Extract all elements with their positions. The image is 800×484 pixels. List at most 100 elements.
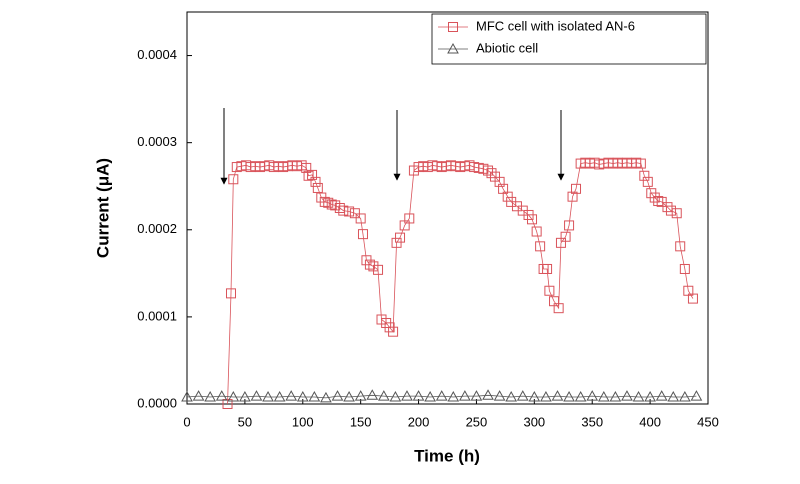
- data-point: [679, 263, 690, 274]
- data-point: [567, 191, 578, 202]
- data-point: [563, 391, 575, 402]
- series-line: [186, 394, 697, 399]
- data-point: [296, 391, 309, 402]
- data-point: [542, 263, 553, 274]
- data-point: [671, 208, 682, 219]
- data-point: [308, 391, 321, 402]
- data-point: [424, 391, 436, 402]
- data-point: [609, 391, 622, 402]
- data-point: [227, 391, 240, 402]
- data-point: [482, 389, 494, 400]
- data-point: [412, 390, 425, 401]
- data-point: [377, 390, 390, 401]
- data-point: [312, 182, 323, 193]
- data-point: [354, 390, 367, 401]
- data-point: [344, 206, 355, 217]
- x-tick-label: 50: [238, 414, 252, 429]
- data-point: [307, 169, 318, 180]
- data-point: [586, 390, 599, 401]
- x-tick-label: 400: [639, 414, 661, 429]
- data-point: [262, 391, 274, 402]
- data-point: [239, 391, 251, 402]
- data-point: [204, 391, 217, 402]
- data-point: [560, 231, 571, 242]
- data-point: [678, 391, 691, 402]
- data-point: [319, 196, 330, 207]
- data-point: [181, 391, 193, 402]
- data-point: [531, 226, 542, 237]
- data-point: [540, 391, 552, 402]
- x-tick-label: 300: [523, 414, 545, 429]
- data-point: [544, 285, 555, 296]
- x-tick-label: 250: [466, 414, 488, 429]
- data-point: [571, 183, 582, 194]
- data-point: [273, 391, 286, 402]
- data-point: [553, 303, 564, 314]
- data-point: [366, 389, 379, 400]
- data-point: [435, 390, 448, 401]
- data-point: [667, 391, 680, 402]
- data-point: [597, 391, 610, 402]
- data-point: [493, 390, 506, 401]
- data-point: [349, 208, 360, 219]
- data-point: [687, 293, 698, 304]
- x-tick-label: 200: [408, 414, 430, 429]
- y-tick-label: 0.0000: [137, 395, 177, 410]
- data-point: [574, 391, 587, 402]
- y-tick-label: 0.0001: [137, 308, 177, 323]
- x-tick-label: 350: [581, 414, 603, 429]
- y-tick-label: 0.0002: [137, 221, 177, 236]
- data-point: [564, 220, 575, 231]
- data-point: [483, 165, 494, 176]
- data-point: [690, 390, 703, 401]
- data-point: [310, 176, 321, 187]
- data-point: [326, 199, 337, 210]
- data-point: [656, 196, 667, 207]
- data-point: [459, 390, 471, 401]
- data-point: [635, 158, 646, 169]
- legend-box: [431, 13, 707, 65]
- y-tick-label: 0.0004: [137, 47, 177, 62]
- data-point: [644, 391, 656, 402]
- data-point: [222, 399, 233, 409]
- data-point: [516, 390, 529, 401]
- data-point: [404, 213, 415, 224]
- data-point: [642, 176, 653, 187]
- data-point: [551, 390, 564, 401]
- data-point: [655, 390, 668, 401]
- data-point: [639, 170, 650, 181]
- data-point: [535, 241, 546, 252]
- data-point: [653, 196, 664, 207]
- x-tick-label: 150: [350, 414, 372, 429]
- data-point: [373, 264, 384, 275]
- y-tick-label: 0.0003: [137, 134, 177, 149]
- data-point: [505, 391, 518, 402]
- data-point: [388, 326, 399, 337]
- legend-label: MFC cell with isolated AN-6: [476, 18, 635, 33]
- data-point: [632, 391, 645, 402]
- data-point: [621, 390, 633, 401]
- data-point: [338, 205, 349, 216]
- data-point: [486, 168, 497, 179]
- data-point: [192, 390, 205, 401]
- x-tick-label: 450: [697, 414, 719, 429]
- data-point: [364, 259, 375, 270]
- data-point: [357, 229, 368, 240]
- legend-label: Abiotic cell: [476, 40, 538, 55]
- data-point: [391, 237, 402, 248]
- data-point: [355, 213, 366, 224]
- data-point: [225, 288, 236, 299]
- data-point: [343, 391, 355, 402]
- data-point: [301, 162, 312, 173]
- plot-frame: [186, 11, 709, 405]
- data-point: [447, 391, 460, 402]
- data-point: [395, 232, 406, 243]
- series-line: [227, 162, 694, 405]
- data-point: [389, 391, 402, 402]
- legend-marker: [448, 22, 458, 32]
- data-point: [502, 191, 513, 202]
- data-point: [323, 197, 334, 208]
- data-point: [285, 390, 298, 401]
- data-point: [303, 170, 314, 181]
